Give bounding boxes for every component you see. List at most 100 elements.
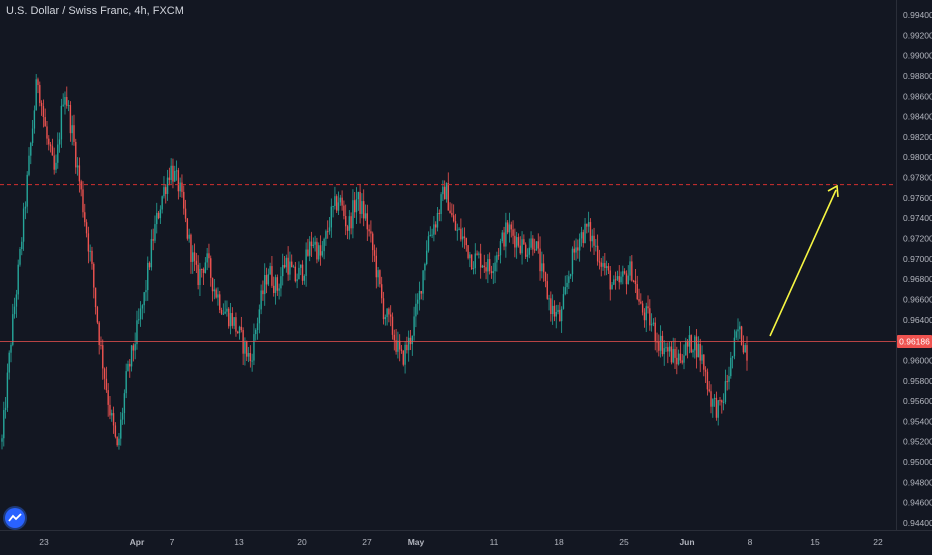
projection-arrow[interactable] <box>769 184 839 337</box>
candle <box>694 334 696 359</box>
candle <box>508 212 511 243</box>
candle <box>681 353 683 365</box>
candle-body <box>388 308 390 315</box>
candle-body <box>310 241 313 246</box>
candle <box>114 422 117 439</box>
candle-body <box>406 344 408 351</box>
candle-body <box>456 229 458 231</box>
candle-body <box>550 298 552 315</box>
candle-body <box>147 262 149 291</box>
candle <box>479 243 482 279</box>
candle-body <box>157 212 160 219</box>
candle-body <box>6 372 9 408</box>
candle <box>165 184 167 204</box>
candle <box>181 174 183 198</box>
candle-body <box>264 274 266 295</box>
candle <box>420 290 422 300</box>
candle-body <box>528 247 530 255</box>
candle <box>580 226 583 247</box>
candle <box>406 336 408 354</box>
candle-body <box>283 265 286 268</box>
candle-body <box>172 165 174 182</box>
candle-body <box>300 264 302 268</box>
projection-arrow-shaft <box>769 189 837 337</box>
candle-body <box>330 206 333 228</box>
candle <box>125 363 127 399</box>
candle-body <box>670 346 673 363</box>
candle <box>620 271 622 285</box>
candle-body <box>24 206 27 209</box>
price-axis[interactable]: 0.99400 0.99200 0.99000 0.98800 0.98600 0.984… <box>903 10 932 528</box>
candle-body <box>364 213 367 219</box>
candle-body <box>632 280 635 282</box>
candle <box>722 393 725 411</box>
candle <box>652 318 655 327</box>
candle-body <box>346 226 349 231</box>
candle-body <box>443 186 446 200</box>
candle-body <box>148 262 151 268</box>
candle <box>571 246 574 282</box>
candle <box>15 289 18 318</box>
candle-body <box>93 263 95 288</box>
candle <box>260 284 262 315</box>
candle <box>505 212 507 258</box>
candle-body <box>296 279 298 282</box>
candle <box>677 349 680 366</box>
candle <box>510 221 512 238</box>
current-price-tag: 0.96186 <box>897 335 932 349</box>
candle-body <box>204 262 207 273</box>
candle <box>222 303 225 316</box>
candle-body <box>350 216 352 229</box>
candle-body <box>641 303 644 313</box>
candle <box>431 228 433 239</box>
candle-body <box>411 335 413 345</box>
candle-body <box>494 262 496 272</box>
candle-body <box>15 294 18 307</box>
tradingview-logo-icon[interactable] <box>5 508 25 528</box>
candle <box>71 115 73 146</box>
candle-body <box>631 261 633 281</box>
candle-body <box>222 313 225 315</box>
candle-body <box>377 270 379 278</box>
candle <box>587 211 590 233</box>
candle-body <box>463 236 466 239</box>
candle <box>604 252 606 276</box>
candle <box>658 334 660 357</box>
candle-body <box>629 261 631 276</box>
candle <box>361 193 363 219</box>
candle <box>715 391 718 421</box>
candle <box>375 247 377 289</box>
candle-body <box>273 285 275 293</box>
candle <box>492 263 494 285</box>
candle <box>294 261 297 283</box>
candle <box>532 235 534 256</box>
candle <box>341 190 343 211</box>
candle-body <box>728 376 730 382</box>
candle <box>28 147 30 177</box>
candle-body <box>499 241 502 256</box>
candle <box>62 93 64 107</box>
candle <box>472 261 475 275</box>
candle-body <box>640 301 642 304</box>
candle <box>640 293 642 305</box>
candle <box>233 317 235 330</box>
candle <box>359 183 361 224</box>
candle-body <box>118 438 120 446</box>
candle <box>350 212 352 235</box>
candle <box>562 286 565 310</box>
candle-body <box>650 323 653 326</box>
time-axis[interactable]: 23 Apr 7 13 20 27 May 11 18 25 Jun 8 15 22 <box>39 537 883 547</box>
candle-body <box>28 155 30 175</box>
candle <box>177 167 180 200</box>
candle-body <box>276 277 279 291</box>
candle <box>30 141 32 165</box>
candles-layer <box>1 74 748 450</box>
candle-body <box>62 104 64 106</box>
candle <box>445 182 448 203</box>
candle <box>291 254 293 268</box>
candle-body <box>683 355 685 363</box>
candle-body <box>735 331 737 338</box>
candle-body <box>582 232 584 244</box>
